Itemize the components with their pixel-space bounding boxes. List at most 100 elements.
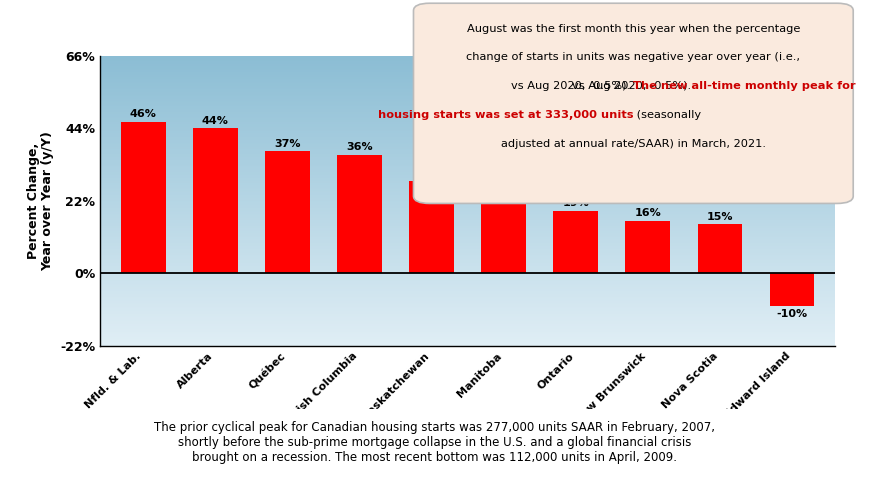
Bar <box>100 98 834 99</box>
Bar <box>100 291 834 292</box>
Bar <box>100 288 834 289</box>
Text: adjusted at annual rate/SAAR) in March, 2021.: adjusted at annual rate/SAAR) in March, … <box>501 138 765 149</box>
Bar <box>100 287 834 288</box>
Bar <box>100 192 834 194</box>
Bar <box>100 99 834 101</box>
Bar <box>100 197 834 198</box>
Bar <box>100 151 834 153</box>
Bar <box>100 170 834 172</box>
Bar <box>100 162 834 163</box>
Bar <box>100 147 834 149</box>
Bar <box>100 329 834 330</box>
Bar <box>100 302 834 304</box>
Bar <box>100 140 834 141</box>
Text: 46%: 46% <box>129 109 156 120</box>
Bar <box>100 124 834 125</box>
Bar <box>100 311 834 313</box>
Bar <box>100 298 834 300</box>
Text: vs Aug 2020, -0.5%).: vs Aug 2020, -0.5%). <box>571 81 694 91</box>
Text: 36%: 36% <box>346 142 373 152</box>
Bar <box>100 202 834 204</box>
Bar <box>100 101 834 102</box>
Bar <box>100 63 834 64</box>
Bar <box>100 172 834 173</box>
Bar <box>100 289 834 291</box>
Bar <box>100 69 834 70</box>
Bar <box>100 109 834 111</box>
Bar <box>100 106 834 108</box>
Bar <box>100 133 834 134</box>
Bar <box>100 321 834 323</box>
Bar <box>100 273 834 275</box>
Bar <box>625 221 669 273</box>
Bar <box>100 95 834 96</box>
Bar <box>265 151 309 273</box>
Bar <box>100 249 834 250</box>
Bar <box>100 332 834 333</box>
Bar <box>100 244 834 246</box>
Bar <box>553 211 597 273</box>
Bar <box>100 304 834 305</box>
Bar <box>100 85 834 86</box>
Bar <box>100 183 834 185</box>
Bar <box>100 125 834 127</box>
Text: 37%: 37% <box>274 139 301 149</box>
Bar <box>100 115 834 117</box>
Bar <box>100 308 834 310</box>
Bar <box>100 108 834 109</box>
Bar <box>100 246 834 247</box>
Bar <box>100 199 834 201</box>
Bar <box>100 82 834 83</box>
Bar <box>100 136 834 137</box>
Bar <box>100 146 834 147</box>
Bar <box>408 181 454 273</box>
Bar <box>100 128 834 130</box>
Text: The prior cyclical peak for Canadian housing starts was 277,000 units SAAR in Fe: The prior cyclical peak for Canadian hou… <box>155 421 714 464</box>
Bar <box>100 214 834 215</box>
Bar <box>100 282 834 284</box>
Bar <box>100 157 834 159</box>
Bar <box>100 220 834 221</box>
Bar <box>100 300 834 301</box>
Bar <box>100 239 834 240</box>
Bar <box>100 72 834 73</box>
Bar <box>100 276 834 278</box>
Bar <box>100 281 834 282</box>
Bar <box>100 195 834 197</box>
Bar <box>100 198 834 199</box>
Bar <box>100 240 834 242</box>
Bar <box>100 336 834 337</box>
Bar <box>100 262 834 263</box>
Bar <box>100 73 834 75</box>
Bar <box>481 201 526 273</box>
Bar <box>100 141 834 143</box>
Bar <box>100 243 834 244</box>
Bar <box>100 191 834 192</box>
Bar <box>100 310 834 311</box>
Bar <box>100 188 834 189</box>
Bar <box>100 228 834 230</box>
Bar <box>100 284 834 285</box>
Bar <box>100 208 834 210</box>
Bar <box>100 340 834 342</box>
Bar <box>100 118 834 120</box>
Bar <box>100 256 834 257</box>
Bar <box>100 117 834 118</box>
Bar <box>100 259 834 260</box>
Bar <box>100 189 834 191</box>
Bar <box>100 104 834 105</box>
Bar <box>100 60 834 61</box>
Bar <box>697 224 741 273</box>
Bar <box>100 337 834 339</box>
Bar <box>100 173 834 175</box>
Text: 28%: 28% <box>418 169 444 179</box>
Bar <box>100 178 834 179</box>
FancyBboxPatch shape <box>55 408 814 481</box>
Bar <box>100 313 834 314</box>
Bar <box>100 120 834 121</box>
Bar <box>100 320 834 321</box>
Text: vs Aug 2020, -0.5%).: vs Aug 2020, -0.5%). <box>510 81 633 91</box>
Bar <box>100 242 834 243</box>
Bar <box>100 66 834 67</box>
Bar <box>100 169 834 170</box>
